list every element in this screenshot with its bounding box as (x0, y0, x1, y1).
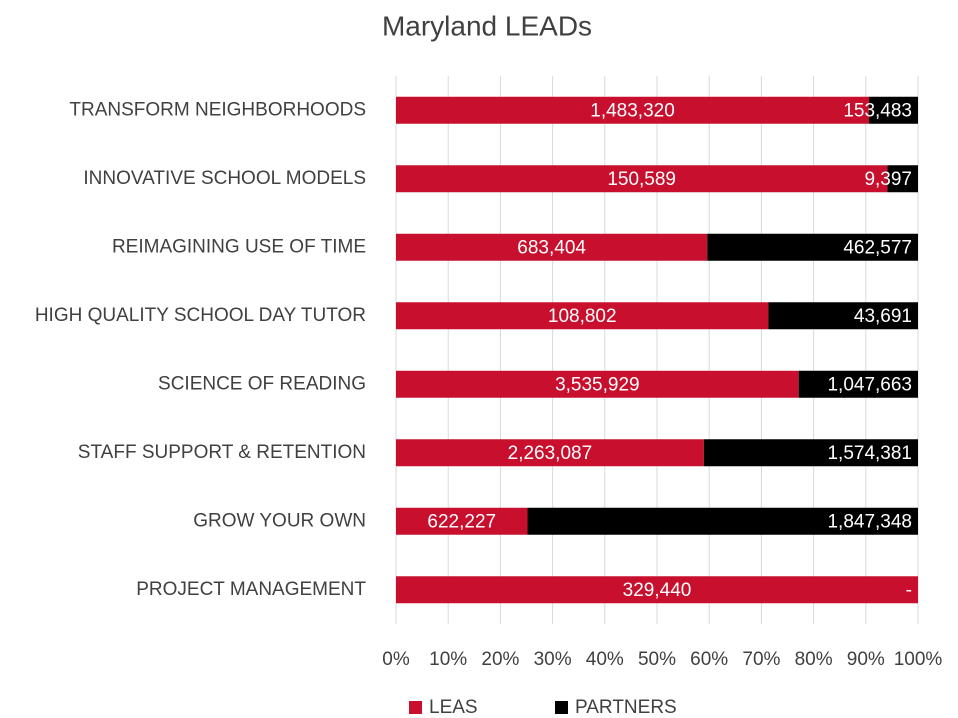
data-label: 108,802 (548, 306, 617, 327)
data-label: 683,404 (517, 237, 586, 258)
y-tick-label: STAFF SUPPORT & RETENTION (78, 442, 366, 463)
bar-segment (869, 96, 918, 124)
data-label: 329,440 (623, 580, 692, 601)
data-label: 1,574,381 (827, 443, 912, 464)
legend-label: PARTNERS (575, 697, 677, 718)
x-tick-label: 40% (586, 649, 624, 670)
y-tick-label: INNOVATIVE SCHOOL MODELS (83, 168, 366, 189)
data-label: 622,227 (427, 511, 496, 532)
x-tick-label: 0% (382, 649, 410, 670)
x-tick-label: 70% (742, 649, 780, 670)
x-tick-label: 30% (534, 649, 572, 670)
data-label: 43,691 (854, 306, 912, 327)
bar-segment (798, 370, 918, 398)
x-tick-label: 60% (690, 649, 728, 670)
data-label: 1,047,663 (827, 374, 912, 395)
bar-segment (396, 576, 918, 604)
legend-label: LEAS (429, 697, 478, 718)
bar-segment (527, 507, 918, 535)
bar-segment (703, 439, 918, 467)
data-label: 150,589 (607, 169, 676, 190)
x-tick-label: 10% (429, 649, 467, 670)
y-tick-label: HIGH QUALITY SCHOOL DAY TUTOR (35, 305, 366, 326)
legend-swatch (409, 701, 422, 714)
x-tick-label: 20% (481, 649, 519, 670)
data-label: - (906, 580, 912, 601)
bar-segment (396, 370, 799, 398)
bar-segment (887, 165, 918, 193)
x-tick-label: 100% (894, 649, 943, 670)
y-tick-label: SCIENCE OF READING (158, 373, 366, 394)
data-label: 9,397 (864, 169, 912, 190)
data-label: 2,263,087 (508, 443, 593, 464)
bar-segment (768, 302, 918, 330)
chart-title: Maryland LEADs (382, 10, 592, 41)
bar-segment (707, 233, 918, 261)
x-tick-label: 90% (847, 649, 885, 670)
data-label: 153,483 (843, 100, 912, 121)
bar-segment (396, 96, 870, 124)
y-tick-label: REIMAGINING USE OF TIME (112, 236, 366, 257)
bar-segment (396, 233, 708, 261)
data-label: 462,577 (843, 237, 912, 258)
x-tick-label: 50% (638, 649, 676, 670)
bar-segment (396, 439, 704, 467)
y-tick-label: TRANSFORM NEIGHBORHOODS (69, 99, 366, 120)
x-tick-label: 80% (795, 649, 833, 670)
y-tick-label: PROJECT MANAGEMENT (136, 579, 366, 600)
data-label: 3,535,929 (555, 374, 640, 395)
data-label: 1,483,320 (590, 100, 675, 121)
legend-swatch (555, 701, 568, 714)
data-label: 1,847,348 (827, 511, 912, 532)
bar-segment (396, 507, 528, 535)
y-tick-label: GROW YOUR OWN (193, 510, 366, 531)
bar-segment (396, 165, 888, 193)
bar-segment (396, 302, 769, 330)
